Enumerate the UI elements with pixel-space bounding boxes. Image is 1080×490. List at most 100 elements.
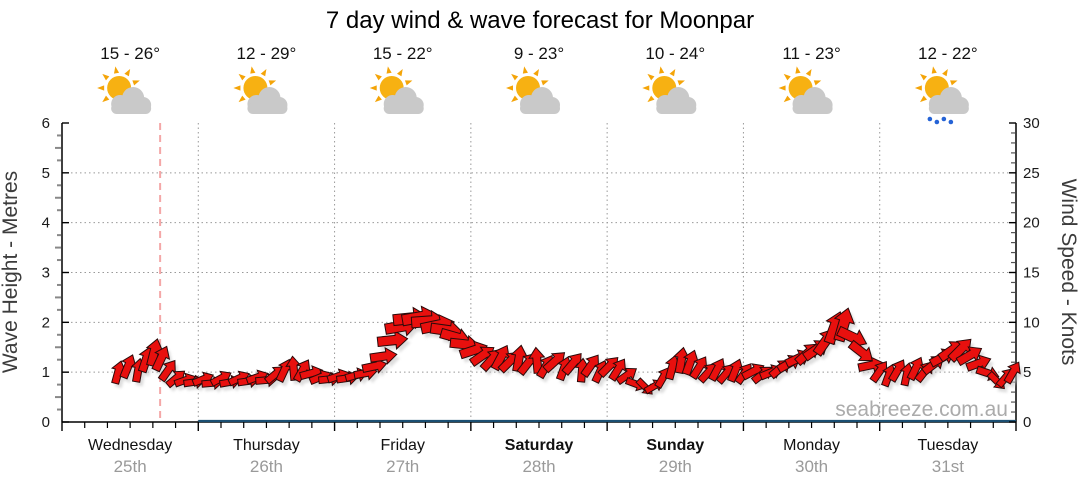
left-tick-label: 5: [42, 165, 50, 182]
sun-ray: [920, 73, 928, 81]
sun-ray: [647, 73, 655, 81]
right-tick-label: 30: [1023, 115, 1040, 132]
wind-arrow: [110, 360, 127, 385]
sun-ray: [404, 80, 413, 86]
sun-ray: [931, 66, 937, 74]
sun-cloud-showers-icon: [914, 66, 969, 125]
sun-ray: [233, 85, 241, 91]
sun-ray: [778, 85, 786, 91]
sun-ray: [506, 85, 513, 91]
temperature-range-label: 10 - 24°: [645, 44, 705, 63]
day-date-label: 28th: [522, 457, 555, 476]
left-tick-label: 0: [42, 414, 50, 431]
day-name-label: Sunday: [646, 437, 704, 454]
left-tick-label: 4: [42, 215, 50, 232]
cloud-icon: [111, 87, 152, 114]
sun-ray: [669, 68, 676, 77]
sun-ray: [642, 85, 650, 91]
day-date-label: 29th: [659, 457, 692, 476]
right-tick-label: 10: [1023, 314, 1040, 331]
sun-ray: [268, 80, 277, 86]
sun-cloud-icon: [506, 66, 560, 114]
temperature-range-label: 11 - 23°: [782, 44, 840, 63]
sun-cloud-icon: [97, 66, 152, 114]
right-tick-label: 25: [1023, 165, 1040, 182]
cloud-icon: [656, 87, 697, 114]
day-name-label: Wednesday: [88, 437, 172, 454]
cloud-base: [792, 103, 833, 114]
sun-ray: [132, 80, 140, 86]
cloud-icon: [383, 87, 424, 114]
cloud-icon: [792, 87, 833, 114]
wind-arrow: [157, 359, 176, 383]
right-tick-label: 0: [1023, 414, 1031, 431]
day-name-label: Thursday: [233, 437, 300, 454]
sun-ray: [250, 66, 256, 74]
day-date-label: 27th: [386, 457, 419, 476]
day-date-label: 30th: [795, 457, 828, 476]
wind-arrow: [292, 359, 311, 383]
wind-arrow: [681, 349, 700, 377]
temperature-range-label: 15 - 26°: [100, 44, 160, 63]
axes: 0 1 2 3 4 5 6 0 5 10 15 20 25 30: [42, 115, 1040, 431]
sun-ray: [783, 95, 791, 103]
sun-ray: [113, 66, 120, 74]
cloud-base: [928, 103, 969, 114]
right-tick-label: 15: [1023, 265, 1040, 282]
day-date-label: 31st: [932, 457, 964, 476]
day-name-label: Tuesday: [917, 437, 978, 454]
sun-cloud-icon: [369, 66, 424, 114]
cloud-base: [520, 103, 560, 114]
temperature-range-label: 9 - 23°: [514, 44, 564, 63]
day-date-label: 25th: [114, 457, 147, 476]
sun-ray: [511, 95, 519, 103]
sun-ray: [950, 80, 958, 86]
right-tick-label: 5: [1023, 364, 1031, 381]
wind-arrow: [561, 352, 582, 376]
cloud-base: [111, 103, 152, 114]
sun-ray: [374, 95, 382, 103]
sun-ray: [511, 73, 519, 81]
wind-arrow: [888, 359, 906, 383]
wind-arrow: [869, 360, 888, 384]
day-headers: 15 - 26° Wednesday 25th 12 - 29° Thursday 26t…: [88, 44, 978, 476]
sun-ray: [374, 73, 382, 81]
right-axis-title: Wind Speed - Knots: [1057, 179, 1080, 366]
sun-ray: [97, 85, 105, 91]
wind-arrow: [1003, 361, 1021, 385]
wind-arrow: [542, 352, 566, 374]
day-date-label: 26th: [250, 457, 283, 476]
day-name-label: Monday: [783, 437, 840, 454]
sun-ray: [795, 66, 801, 74]
sun-ray: [533, 68, 539, 77]
sun-ray: [942, 68, 948, 77]
sun-ray: [238, 95, 246, 103]
temperature-range-label: 12 - 29°: [237, 44, 297, 63]
sun-ray: [813, 80, 822, 86]
cloud-icon: [520, 87, 560, 114]
sun-cloud-icon: [778, 66, 833, 114]
wind-arrow: [119, 354, 137, 380]
wind-arrow: [209, 370, 232, 387]
cloud-icon: [247, 87, 288, 114]
left-tick-label: 2: [42, 314, 50, 331]
sun-ray: [677, 80, 685, 86]
cloud-base: [247, 103, 288, 114]
sun-ray: [805, 68, 812, 77]
day-name-label: Saturday: [505, 437, 574, 454]
right-tick-label: 20: [1023, 215, 1040, 232]
wind-arrow: [151, 345, 171, 373]
wind-arrow: [369, 347, 398, 365]
sun-ray: [522, 66, 528, 74]
left-tick-label: 3: [42, 265, 50, 282]
sun-ray: [541, 80, 549, 86]
sun-ray: [396, 68, 403, 77]
sun-ray: [783, 73, 791, 81]
sun-ray: [260, 68, 267, 77]
rain-drop: [934, 119, 940, 125]
wind-arrow: [165, 370, 186, 389]
left-tick-label: 1: [42, 364, 50, 381]
temperature-range-label: 15 - 22°: [373, 44, 433, 63]
sun-ray: [659, 66, 665, 74]
